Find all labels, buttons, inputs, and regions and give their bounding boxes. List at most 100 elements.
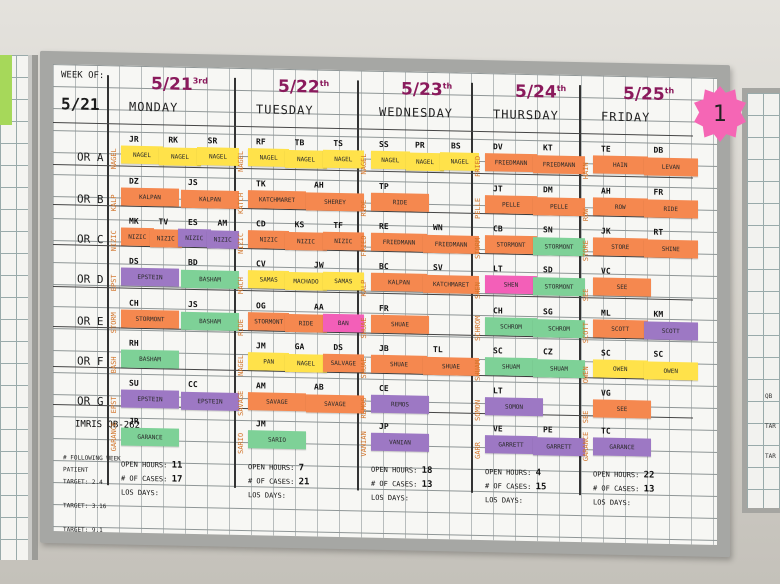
room-label: OR F <box>77 354 104 369</box>
surgeon-side-tag: SHUAE <box>360 317 368 339</box>
sticky-note: LEVAN <box>643 157 698 177</box>
staff-initials: AB <box>314 382 324 392</box>
day-name: THURSDAY <box>493 107 559 123</box>
staff-initials: JS <box>188 299 198 310</box>
day-stats: OPEN HOURS: 7 # OF CASES: 21 LOS DAYS: <box>248 460 309 503</box>
surgeon-side-tag: STORM <box>474 237 482 260</box>
surgeon-side-tag: OWEN <box>582 366 590 384</box>
stats-line: LOS DAYS: <box>371 491 432 506</box>
stats-line: LOS DAYS: <box>485 493 546 508</box>
staff-initials: SS <box>379 139 389 150</box>
staff-initials: RE <box>379 221 389 232</box>
surgeon-side-tag: NIZIC <box>237 232 245 255</box>
staff-initials: KM <box>653 309 664 319</box>
sticky-note: STORMONT <box>248 312 290 331</box>
surgeon-side-tag: KALP <box>110 194 118 212</box>
sticky-note: STORMONT <box>533 277 585 297</box>
staff-initials: VE <box>493 424 503 434</box>
surgeon-side-tag: GARANCE <box>110 421 118 452</box>
sticky-note: OWEN <box>593 359 648 379</box>
staff-initials: SD <box>543 265 553 275</box>
day-divider <box>107 75 109 486</box>
sticky-note: KALPAN <box>371 272 427 292</box>
sticky-note: NAGEL <box>285 149 327 169</box>
staff-initials: TB <box>294 138 305 148</box>
staff-initials: RT <box>653 227 664 237</box>
surgeon-side-tag: SEE <box>582 288 590 302</box>
stats-line: # OF CASES: 21 <box>248 474 309 489</box>
day-date: 5/23th <box>401 79 452 100</box>
day-name: WEDNESDAY <box>379 104 454 121</box>
day-date-suffix: th <box>556 83 567 94</box>
sticky-note: PELLE <box>485 195 537 215</box>
staff-initials: OG <box>256 301 266 311</box>
staff-initials: SR <box>207 136 218 146</box>
staff-initials: PE <box>543 425 553 435</box>
sticky-note: RIDE <box>371 192 429 212</box>
staff-initials: KS <box>294 220 305 230</box>
staff-initials: FR <box>653 187 664 197</box>
surgeon-side-tag: KATCH <box>237 192 245 215</box>
right-adjacent-board: QB TAR TAR <box>742 88 780 513</box>
sticky-note: SHEREY <box>306 192 364 212</box>
surgeon-side-tag: RIDE <box>360 199 368 217</box>
surgeon-side-tag: SOMON <box>474 399 482 422</box>
sticky-note: NIZIC <box>285 231 327 251</box>
staff-initials: RF <box>256 137 266 147</box>
sticky-note: ROW <box>593 197 648 217</box>
staff-initials: TP <box>379 181 389 192</box>
sticky-note: REMOS <box>371 394 429 414</box>
sticky-note: FRIEDMANN <box>371 232 427 252</box>
surgeon-side-tag: STORM <box>110 312 118 334</box>
sticky-note: STORMONT <box>121 309 179 329</box>
surgeon-side-tag: GARR <box>474 442 482 460</box>
surgeon-side-tag: STORE <box>582 240 590 262</box>
staff-initials: JR <box>129 416 139 426</box>
staff-initials: AH <box>601 186 611 196</box>
stats-value: 4 <box>535 468 541 479</box>
sticky-note: BAN <box>322 313 364 333</box>
staff-initials: SG <box>543 307 553 317</box>
surgeon-side-tag: BASH <box>110 356 118 374</box>
stats-label: # OF CASES: <box>593 484 644 494</box>
target-line: TARGET: 2.4 <box>63 478 103 487</box>
sticky-note: SOMON <box>485 397 543 417</box>
stats-line: OPEN HOURS: 7 <box>248 460 309 475</box>
staff-initials: SV <box>433 263 443 273</box>
surgeon-side-tag: EPST <box>110 274 118 292</box>
staff-initials: CD <box>256 219 266 229</box>
stats-value: 17 <box>171 474 183 485</box>
surgeon-side-tag: SHEN <box>474 282 482 300</box>
sticky-note: NAGEL <box>197 147 239 166</box>
staff-initials: AA <box>314 302 324 312</box>
staff-initials: TK <box>256 179 266 189</box>
staff-initials: TV <box>158 217 169 227</box>
staff-initials: CB <box>493 224 503 234</box>
week-label: WEEK OF: <box>61 70 105 82</box>
sticky-note: SAMAS <box>248 270 290 289</box>
sticky-note: MACHADO <box>285 271 327 291</box>
stats-label: LOS DAYS: <box>248 491 286 500</box>
sticky-note: NIZIC <box>206 230 239 249</box>
staff-initials: WN <box>433 223 443 233</box>
staff-initials: TE <box>601 144 611 154</box>
staff-initials: PR <box>415 140 425 150</box>
stats-label: LOS DAYS: <box>121 488 159 498</box>
sticky-note: KALPAN <box>121 187 179 207</box>
staff-initials: DB <box>653 145 664 155</box>
sticky-note: STORMONT <box>485 235 537 255</box>
staff-initials: AH <box>314 180 324 190</box>
stats-label: # OF CASES: <box>248 477 299 487</box>
staff-initials: DM <box>543 185 553 195</box>
stats-value: 22 <box>643 470 655 481</box>
day-name: FRIDAY <box>601 109 651 125</box>
staff-initials: RK <box>168 135 178 145</box>
stats-line: # OF CASES: 17 <box>121 471 182 486</box>
staff-initials: SU <box>129 378 139 388</box>
day-date: 5/213rd <box>151 74 208 95</box>
sticky-note: KATCHMARET <box>248 190 306 210</box>
day-date: 5/25th <box>623 84 674 105</box>
stats-label: LOS DAYS: <box>593 498 631 508</box>
staff-initials: MK <box>129 216 139 226</box>
day-date-suffix: 3rd <box>192 76 208 86</box>
